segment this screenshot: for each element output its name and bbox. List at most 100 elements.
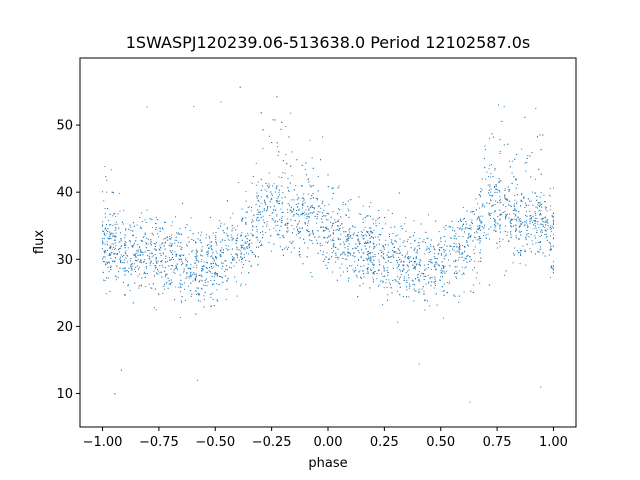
data-point [552,268,554,270]
data-point [138,267,140,269]
data-point [258,246,260,248]
data-point [282,235,284,237]
data-point [210,293,212,295]
data-point [552,216,554,218]
data-point [426,246,428,248]
data-point [212,257,214,259]
data-point [429,244,431,246]
data-point [477,228,479,230]
data-point [462,225,463,227]
data-point [338,256,340,258]
data-point [369,252,371,254]
data-point [159,265,161,267]
data-point [180,259,182,261]
data-point [131,263,133,265]
data-point [212,262,214,264]
data-point [165,274,167,276]
data-point [441,271,443,273]
data-point [302,200,304,202]
data-point [526,243,528,245]
data-point [502,238,504,240]
data-point [528,236,530,238]
data-point [102,258,104,260]
data-point [477,239,479,241]
data-point [143,272,145,274]
data-point [298,254,300,256]
data-point [386,287,388,289]
data-point [163,285,165,287]
data-point [124,274,126,276]
data-point [168,283,170,285]
data-point [526,157,528,159]
data-point [532,221,533,223]
data-point [134,268,136,270]
data-point [103,279,105,281]
data-point [524,116,526,118]
data-point [549,276,551,278]
data-point [417,273,419,275]
data-point [479,226,481,228]
data-point [228,266,230,268]
data-point [327,242,329,244]
data-point [430,239,432,241]
data-point [311,212,313,214]
data-point [241,208,243,210]
data-point [489,164,491,166]
data-point [211,255,213,257]
data-point [537,204,539,206]
data-point [317,190,319,192]
data-point [525,202,526,204]
data-point [440,253,442,255]
data-point [166,236,168,238]
data-point [260,189,262,191]
data-point [224,260,226,262]
data-point [436,304,438,306]
data-point [159,249,161,251]
data-point [302,213,304,215]
data-point [114,236,116,238]
data-point [124,294,126,296]
data-point [504,211,506,213]
data-point [362,270,364,272]
data-point [395,260,397,261]
data-point [224,239,226,241]
data-point [400,270,402,272]
data-point [180,242,182,244]
data-point [461,273,463,275]
data-point [332,232,334,234]
data-point [186,245,188,247]
data-point [262,148,264,149]
data-point [335,229,337,231]
data-point [116,276,118,278]
data-point [299,208,300,210]
data-point [282,211,284,213]
data-point [406,289,408,291]
data-point [507,186,509,188]
data-point [274,119,276,121]
data-point [519,225,521,227]
data-point [181,261,183,263]
data-point [236,295,238,297]
data-point [494,219,496,221]
data-point [102,191,104,193]
data-point [200,260,202,262]
data-point [161,243,163,245]
data-point [137,275,139,277]
data-point [407,264,409,266]
data-point [140,262,142,264]
data-point [337,208,339,210]
data-point [444,272,446,274]
data-point [372,272,374,274]
data-point [240,234,242,236]
data-point [171,245,173,247]
data-point [248,272,250,274]
data-point [537,251,539,253]
data-point [363,252,365,254]
data-point [112,224,114,226]
data-point [540,210,542,212]
data-point [127,285,129,287]
data-point [552,216,554,218]
data-point [105,264,107,266]
data-point [228,249,230,251]
data-point [182,254,184,256]
